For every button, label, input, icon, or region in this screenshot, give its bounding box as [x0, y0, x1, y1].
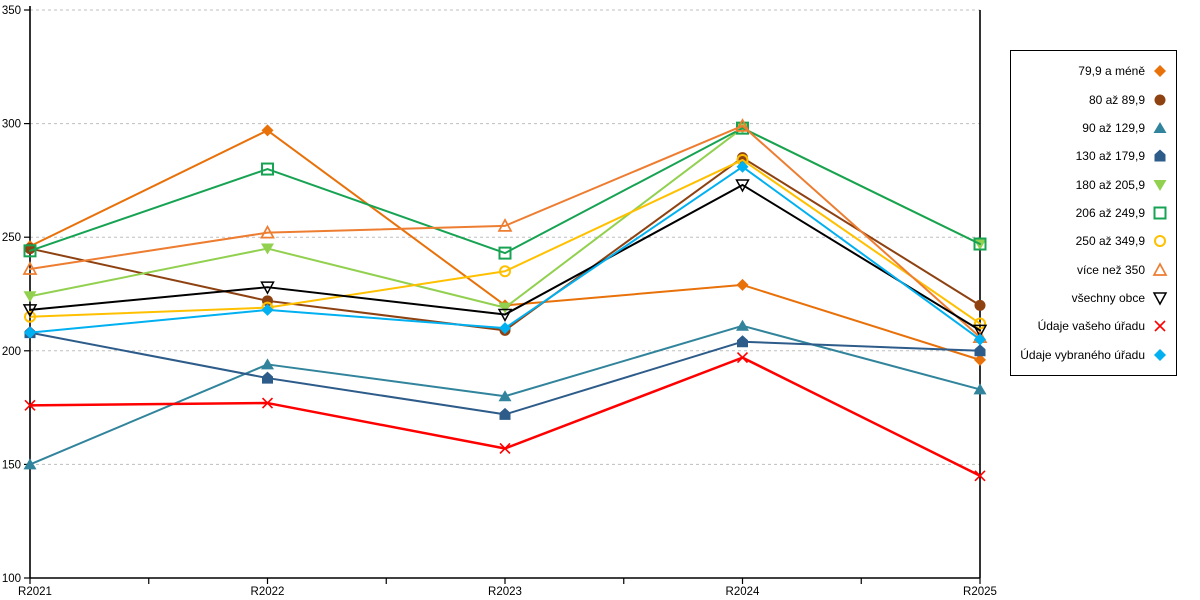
legend-item-label: Údaje vašeho úřadu: [1037, 319, 1145, 334]
x-tick-label: R2022: [251, 586, 285, 598]
series-line: [29, 331, 981, 416]
y-axis-ticks: 100 150 200 250 300 350: [2, 5, 30, 585]
series-line: [29, 124, 981, 339]
legend-item: 79,9 a méně: [1015, 59, 1168, 83]
y-tick-label: 350: [2, 5, 21, 17]
legend-item: 130 až 179,9: [1015, 144, 1168, 168]
series-line: [29, 158, 981, 325]
legend-item-label: všechny obce: [1071, 291, 1145, 306]
legend-marker-x-cross-icon: [1154, 320, 1166, 332]
legend-item-label: více než 350: [1076, 262, 1145, 277]
series-9: [22, 179, 988, 338]
y-tick-label: 250: [2, 232, 21, 244]
legend-marker-diamond-filled-icon: [1154, 348, 1166, 361]
x-tick-label: R2021: [18, 586, 52, 598]
legend-item-label: 90 až 129,9: [1082, 120, 1145, 135]
legend-item-label: 180 až 205,9: [1075, 177, 1145, 192]
y-tick-label: 300: [2, 119, 21, 131]
y-tick-label: 100: [2, 573, 21, 585]
legend-marker-diamond-filled-icon: [1154, 65, 1166, 78]
series-line: [29, 127, 981, 255]
x-axis-ticks: R2021 R2022 R2023 R2024 R2025: [18, 578, 997, 598]
series-11: [24, 160, 986, 346]
legend-item: 90 až 129,9: [1015, 116, 1168, 140]
legend-item-label: 206 až 249,9: [1075, 205, 1145, 220]
legend-marker-triangle-down-filled-icon: [1153, 179, 1167, 191]
legend-marker-pentagon-filled-icon: [1154, 149, 1166, 162]
legend-item: 206 až 249,9: [1015, 201, 1168, 225]
legend-item-label: 130 až 179,9: [1075, 149, 1145, 164]
legend-marker-triangle-up-filled-icon: [1153, 121, 1167, 133]
gridlines: [30, 9, 980, 465]
legend-marker-circle-open-icon: [1154, 235, 1166, 248]
legend-marker-triangle-up-open-icon: [1152, 261, 1168, 276]
legend-item-label: 250 až 349,9: [1075, 234, 1145, 249]
axes: [29, 6, 981, 579]
x-tick-label: R2024: [726, 586, 760, 598]
y-tick-label: 150: [2, 459, 21, 471]
legend-marker-triangle-down-open-icon: [1152, 292, 1168, 306]
legend-item-label: 80 až 89,9: [1088, 92, 1145, 107]
legend-marker-circle-filled-icon: [1154, 94, 1166, 106]
series-3: [23, 319, 987, 470]
series-10: [24, 352, 986, 482]
x-tick-label: R2025: [963, 586, 997, 598]
x-tick-label: R2023: [488, 586, 522, 598]
legend-marker-square-open-icon: [1153, 206, 1167, 220]
legend-item: Údaje vybraného úřadu: [1015, 343, 1168, 367]
legend-item: Údaje vašeho úřadu: [1015, 314, 1168, 338]
legend-item: 180 až 205,9: [1015, 173, 1168, 197]
legend-item: všechny obce: [1015, 286, 1168, 310]
legend-item-label: Údaje vybraného úřadu: [1020, 347, 1145, 362]
legend-item: 250 až 349,9: [1015, 229, 1168, 253]
legend: 79,9 a méně 80 až 89,9 90 až 129,9 130 až 1…: [1010, 50, 1177, 376]
legend-item: 80 až 89,9: [1015, 88, 1168, 112]
legend-item-label: 79,9 a méně: [1078, 64, 1145, 79]
series-line: [29, 183, 981, 332]
legend-item: více než 350: [1015, 258, 1168, 282]
y-tick-label: 200: [2, 346, 21, 358]
